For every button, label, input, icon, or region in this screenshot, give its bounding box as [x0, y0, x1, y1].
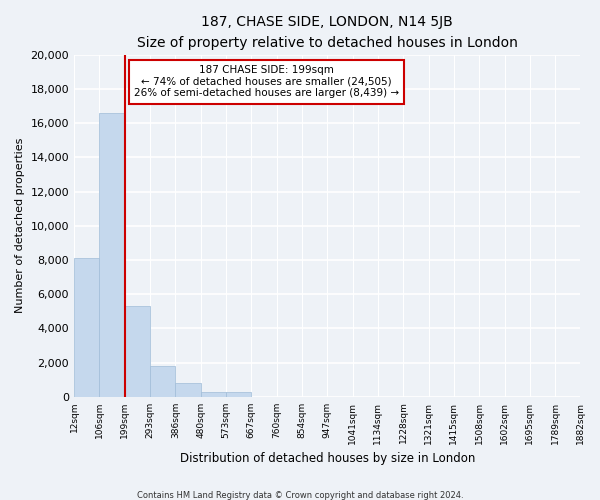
Title: 187, CHASE SIDE, LONDON, N14 5JB
Size of property relative to detached houses in: 187, CHASE SIDE, LONDON, N14 5JB Size of… [137, 15, 518, 50]
Bar [125, 306, 150, 396]
Bar [150, 366, 175, 396]
X-axis label: Distribution of detached houses by size in London: Distribution of detached houses by size … [179, 452, 475, 465]
Bar [100, 113, 125, 397]
Bar [226, 392, 251, 396]
Text: 187 CHASE SIDE: 199sqm
← 74% of detached houses are smaller (24,505)
26% of semi: 187 CHASE SIDE: 199sqm ← 74% of detached… [134, 65, 399, 98]
Bar [175, 383, 200, 396]
Bar [200, 392, 226, 396]
Bar [74, 258, 100, 396]
Text: Contains HM Land Registry data © Crown copyright and database right 2024.: Contains HM Land Registry data © Crown c… [137, 490, 463, 500]
Y-axis label: Number of detached properties: Number of detached properties [15, 138, 25, 314]
